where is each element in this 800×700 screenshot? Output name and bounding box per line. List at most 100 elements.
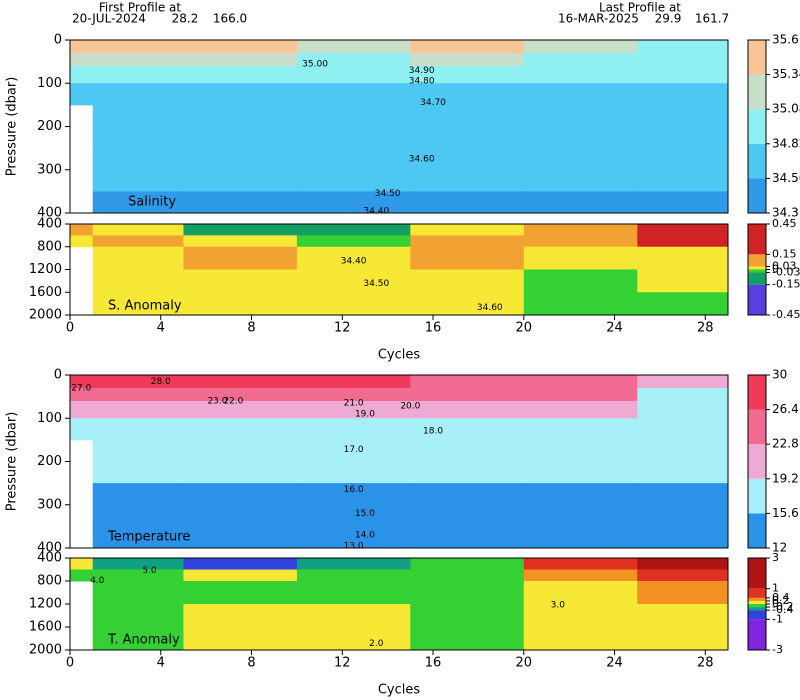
field-cell — [296, 569, 411, 582]
y-tick-label: 1600 — [29, 620, 62, 635]
field-cell — [296, 627, 411, 651]
contour-label: 4.0 — [90, 576, 105, 586]
field-cell — [410, 418, 525, 441]
colorbar-segment — [748, 254, 766, 267]
field-cell — [92, 627, 184, 651]
y-tick-label: 1200 — [29, 597, 62, 612]
x-tick-label: 8 — [247, 321, 255, 336]
first-profile-label: First Profile at — [99, 1, 182, 15]
colorbar-label: -0.4 — [772, 603, 793, 616]
colorbar-segment — [748, 375, 766, 410]
field-cell — [92, 224, 184, 236]
field-cell — [410, 400, 525, 419]
x-tick-label: 16 — [425, 656, 442, 671]
field-cell — [183, 483, 298, 527]
field-cell — [637, 400, 729, 419]
field-cell — [92, 569, 184, 582]
x-tick-label: 28 — [697, 321, 714, 336]
field-cell — [183, 246, 298, 270]
x-tick-label: 16 — [425, 321, 442, 336]
field-cell — [183, 40, 298, 54]
y-tick-label: 200 — [37, 454, 62, 469]
field-cell — [523, 52, 638, 67]
x-tick-label: 8 — [247, 656, 255, 671]
field-cell — [296, 581, 411, 605]
y-tick-label: 400 — [37, 551, 62, 566]
field-cell — [183, 148, 298, 192]
colorbar-segment — [748, 74, 766, 110]
x-tick-label: 0 — [66, 656, 74, 671]
field-cell — [296, 387, 411, 402]
last-profile-label: Last Profile at — [599, 1, 681, 15]
contour-label: 22.0 — [223, 396, 243, 406]
field-cell — [410, 604, 525, 628]
field-cell — [410, 627, 525, 651]
field-cell — [183, 375, 298, 389]
colorbar-label: 34.3 — [772, 206, 799, 220]
field-cell — [92, 604, 184, 628]
colorbar-label: -3 — [772, 643, 783, 656]
colorbar-segment — [748, 178, 766, 213]
colorbar-label: 0.2 — [772, 594, 790, 607]
colorbar-label: 0.15 — [772, 247, 797, 260]
colorbar-frame — [747, 374, 767, 549]
field-cell — [296, 526, 411, 549]
field-cell — [183, 65, 298, 84]
field-cell — [183, 235, 298, 248]
x-tick-label: 0 — [66, 321, 74, 336]
field-cell — [637, 604, 729, 628]
field-cell — [637, 569, 729, 582]
y-tick-label: 400 — [37, 206, 62, 221]
field-cell — [410, 483, 525, 527]
colorbar-label: 0 — [772, 263, 779, 276]
colorbar-segment — [748, 600, 766, 604]
colorbar-label: 12 — [772, 541, 787, 555]
field-cell — [410, 83, 525, 106]
x-tick-label: 4 — [157, 321, 165, 336]
field-cell — [70, 83, 94, 106]
field-cell — [183, 191, 298, 214]
colorbar-segment — [748, 604, 766, 608]
colorbar-label: 34.82 — [772, 136, 800, 150]
colorbar-label: 35.6 — [772, 33, 799, 47]
field-cell — [183, 292, 298, 316]
field-cell — [523, 148, 638, 192]
contour-label: 5.0 — [142, 566, 157, 576]
y-tick-label: 2000 — [29, 643, 62, 658]
field-cell — [183, 83, 298, 106]
field-cell — [523, 581, 638, 605]
field-cell — [183, 627, 298, 651]
colorbar-label: 35.08 — [772, 102, 800, 116]
field-cell — [92, 387, 184, 402]
field-cell — [296, 269, 411, 293]
field-cell — [296, 418, 411, 441]
field-cell — [523, 104, 638, 149]
field-cell — [92, 400, 184, 419]
contour-label: 3.0 — [551, 601, 566, 611]
contour-label: 34.90 — [409, 66, 435, 76]
field-cell — [637, 387, 729, 402]
first-profile-date: 20-JUL-2024 — [72, 12, 146, 26]
field-cell — [70, 375, 94, 389]
field-cell — [183, 104, 298, 149]
field-cell — [92, 148, 184, 192]
field-cell — [183, 526, 298, 549]
colorbar-frame — [747, 39, 767, 214]
colorbar-segment — [748, 109, 766, 144]
field-cell — [410, 148, 525, 192]
colorbar-label: 0 — [772, 597, 779, 610]
x-tick-label: 20 — [516, 321, 533, 336]
y-axis-title: Pressure (dbar) — [5, 77, 20, 177]
field-cell — [637, 40, 729, 54]
field-cell — [637, 558, 729, 570]
colorbar-label: 0.45 — [772, 217, 797, 230]
x-axis-title: Cycles — [378, 348, 421, 363]
field-cell — [70, 224, 94, 236]
contour-label: 18.0 — [423, 427, 443, 437]
field-cell — [296, 375, 411, 389]
field-cell — [410, 292, 525, 316]
colorbar-label: 19.2 — [772, 471, 799, 485]
field-cell — [637, 191, 729, 214]
field-cell — [637, 65, 729, 84]
